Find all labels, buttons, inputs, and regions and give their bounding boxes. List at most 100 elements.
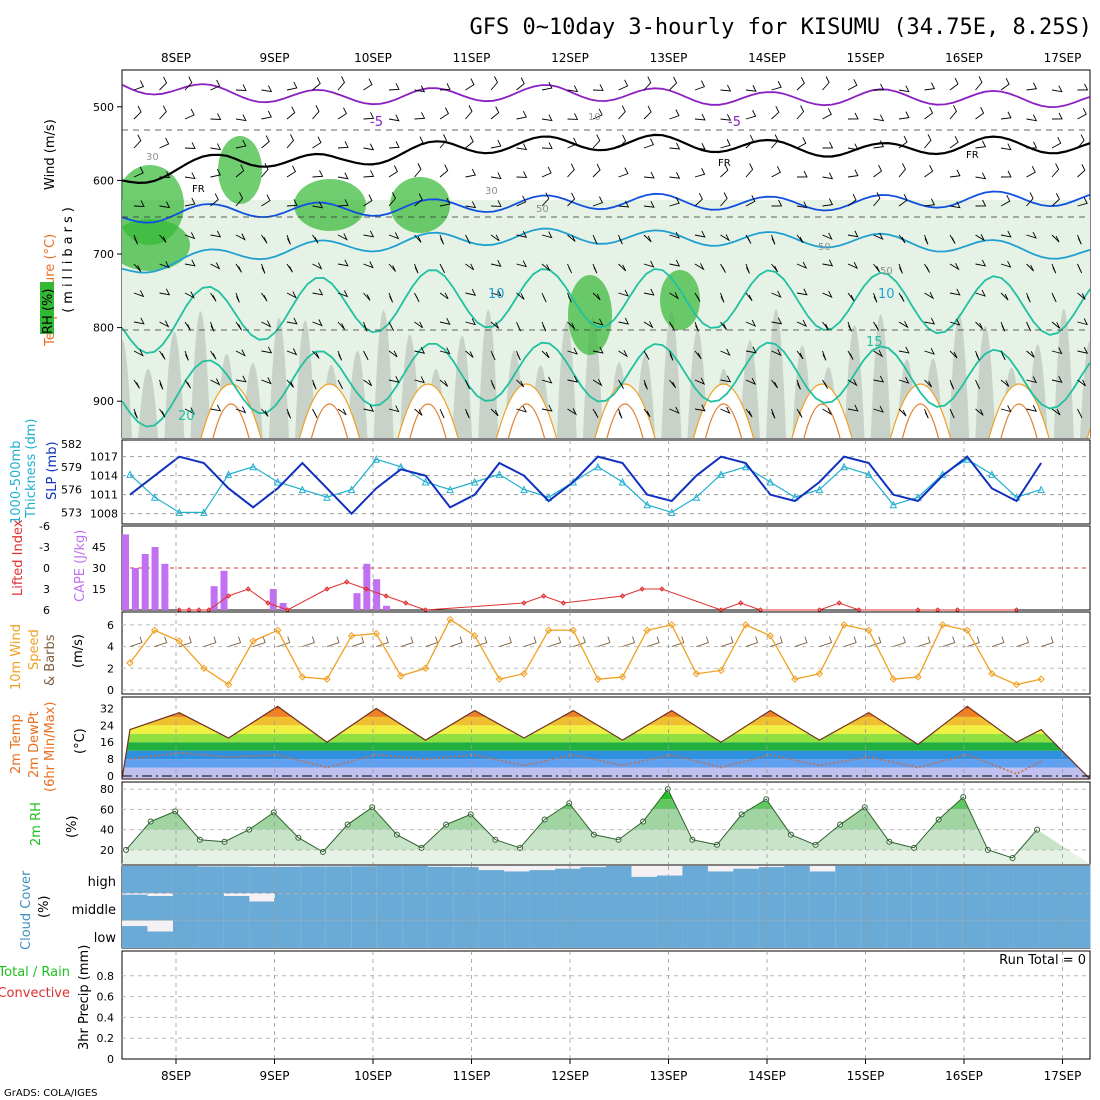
wind-barb — [694, 321, 699, 332]
wind-barb — [898, 163, 906, 178]
wind-barb — [465, 318, 477, 326]
wind-barb — [312, 408, 318, 419]
cloud-cell — [453, 893, 480, 921]
wind-barb — [898, 193, 908, 207]
wind-barb — [592, 234, 598, 245]
cloud-level-middle: middle — [72, 903, 116, 918]
wind-barb — [618, 379, 624, 389]
wind-barb — [541, 404, 553, 412]
wind-barb — [567, 192, 576, 207]
cloud-cell — [707, 920, 734, 948]
wind-barb — [465, 105, 473, 120]
wind-barb — [1026, 292, 1031, 303]
wind-barb — [337, 259, 349, 267]
wind-speed-marker — [668, 621, 676, 629]
wind-barb — [337, 408, 347, 416]
wind-barb — [286, 199, 298, 207]
bottom-date-label: 14SEP — [748, 1069, 786, 1083]
surface-barb — [449, 636, 463, 647]
cloud-cell — [453, 920, 480, 948]
warm-arch-inner — [310, 403, 349, 438]
wind-barb — [975, 199, 987, 207]
contour-15 — [122, 268, 1090, 354]
wind-barb — [720, 163, 729, 178]
wind-barb — [1026, 231, 1037, 239]
wind-barb — [337, 76, 346, 91]
warm-arch — [1086, 427, 1090, 438]
wind-label-4: (m/s) — [71, 634, 86, 668]
wind-speed-marker — [766, 632, 774, 640]
wind-barb — [159, 76, 168, 91]
wind-barb — [133, 80, 145, 91]
thickness-slp-lines — [126, 455, 1045, 516]
wind-barb — [898, 346, 910, 354]
cloud-cell — [784, 866, 811, 894]
cloud-cell — [325, 866, 352, 894]
rh-band — [122, 849, 1090, 864]
cloud-cell — [300, 866, 327, 894]
temp-band — [122, 759, 1090, 768]
temp-band — [122, 767, 1090, 779]
wind-barb — [720, 321, 728, 331]
wind-barb — [133, 234, 139, 245]
wind-barb — [567, 292, 572, 303]
wind-barb — [210, 404, 222, 412]
cloud-cell — [809, 871, 836, 894]
rh-shade-plume — [164, 331, 185, 438]
wind-barb — [414, 85, 426, 93]
wind-barb — [847, 193, 857, 207]
wind-barb — [1026, 141, 1038, 149]
wind-barb — [541, 292, 547, 303]
warm-arch — [200, 383, 262, 438]
rh-shade-moist — [122, 219, 190, 271]
cloud-cell — [478, 920, 505, 948]
wind-barb — [898, 135, 908, 149]
cloud-cell — [555, 893, 582, 921]
cloud-cell — [351, 866, 378, 894]
wind-barb — [720, 375, 732, 383]
wind-barb — [184, 197, 196, 207]
wind-barb — [541, 81, 553, 91]
thickness-panel-frame — [121, 439, 1091, 525]
precip-label-2: Convective — [0, 986, 70, 1001]
wind-barb — [388, 114, 400, 122]
temperature-axis: 32 24 16 8 0 — [100, 702, 114, 783]
wind-barb — [286, 234, 291, 245]
wind-barb — [567, 375, 579, 383]
li-marker — [403, 600, 409, 606]
wind-barb — [1000, 230, 1012, 238]
wind-barb — [1077, 107, 1087, 120]
wind-barb — [567, 321, 576, 330]
cloud-cell — [733, 868, 760, 894]
wind-barb — [745, 319, 757, 327]
cloud-cell — [707, 893, 734, 921]
wind-barb — [1077, 197, 1088, 207]
wind-barb — [720, 139, 731, 149]
wind-barb — [873, 83, 885, 91]
rh-label-50-c: 50 — [880, 266, 893, 277]
bottom-date-label: 9SEP — [259, 1069, 289, 1083]
thickness-slp-panel: 582 579 576 573 1017 1014 1011 1008 1000-500mb … — [9, 419, 1091, 525]
wind-barb — [669, 142, 681, 150]
thickness-slp-axes: 582 579 576 573 1017 1014 1011 1008 — [61, 438, 118, 521]
wind-barb — [1051, 321, 1061, 329]
wind-barb — [133, 105, 142, 120]
wind-barb — [720, 406, 731, 415]
wind-barb — [847, 292, 855, 302]
rh-shade-plume — [766, 309, 787, 438]
thickness-marker — [126, 470, 134, 478]
wind-barb — [261, 110, 272, 120]
surface-barb — [548, 636, 562, 647]
surface-barb — [868, 636, 882, 647]
cloud-cell — [376, 893, 403, 921]
contour-label-15: 15 — [866, 335, 883, 350]
cloud-cell — [835, 866, 862, 894]
surface-barb — [819, 636, 833, 647]
temp-label-3: (6hr Min/Max) — [43, 702, 58, 792]
surface-barb — [154, 636, 168, 647]
wind-barb — [567, 234, 576, 242]
wind-barb — [1026, 376, 1038, 384]
wind-barb — [261, 163, 269, 178]
wind-speed-line — [126, 615, 1045, 689]
wind-barb — [1077, 263, 1083, 274]
